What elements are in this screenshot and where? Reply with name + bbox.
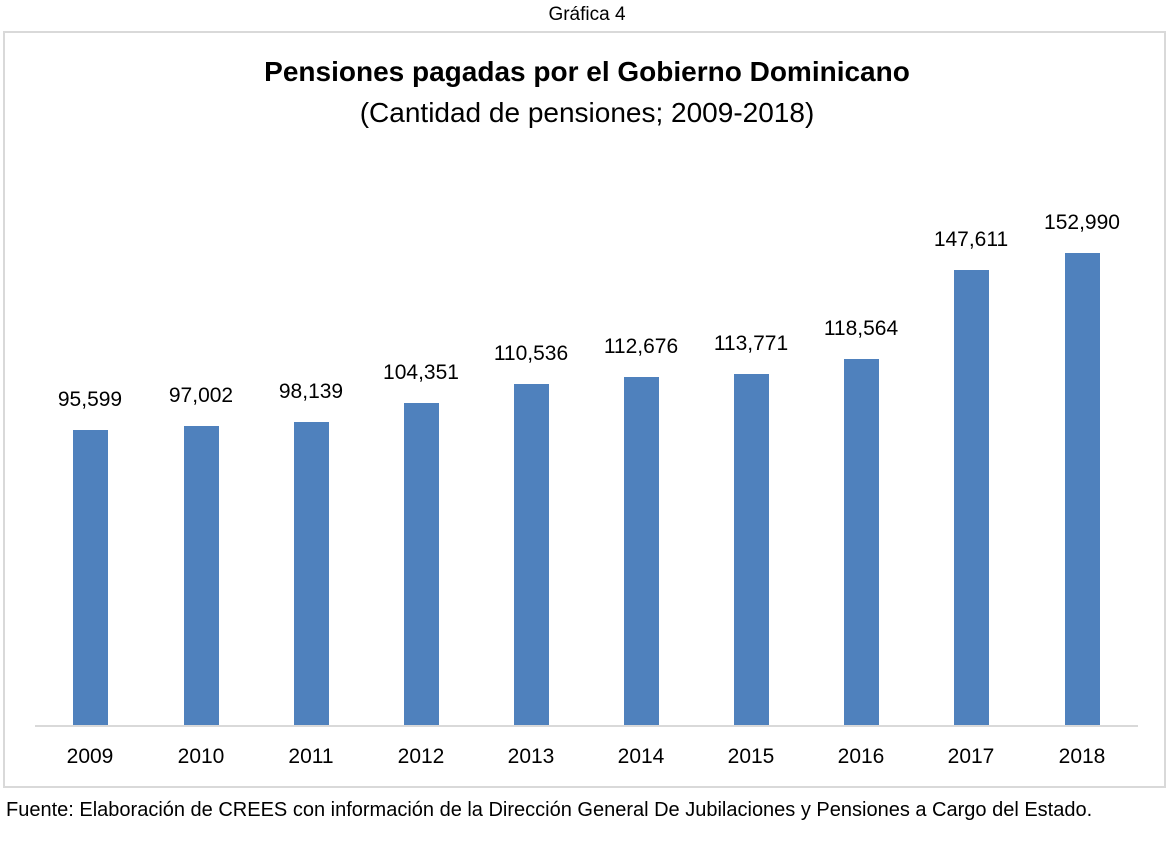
x-tick-label: 2011 (288, 745, 334, 768)
bar-2011 (294, 422, 329, 725)
value-label: 110,536 (493, 342, 569, 365)
value-label: 104,351 (383, 361, 459, 384)
source-note: Fuente: Elaboración de CREES con informa… (6, 799, 1093, 821)
x-tick-label: 2013 (507, 745, 555, 768)
bar-2017 (954, 270, 989, 725)
value-label: 118,564 (823, 317, 899, 340)
bar-2014 (624, 377, 659, 725)
chart-title: Pensiones pagadas por el Gobierno Domini… (264, 56, 910, 87)
x-tick-label: 2016 (837, 745, 885, 768)
chart-frame (3, 31, 1166, 788)
bar-2018 (1065, 253, 1100, 725)
x-axis-line (35, 725, 1138, 727)
x-tick-label: 2009 (66, 745, 114, 768)
x-tick-label: 2015 (727, 745, 775, 768)
bar-2013 (514, 384, 549, 725)
figure-caption: Gráfica 4 (548, 4, 626, 25)
value-label: 152,990 (1044, 211, 1120, 234)
x-tick-label: 2012 (397, 745, 445, 768)
value-label: 112,676 (603, 335, 679, 358)
chart-subtitle: (Cantidad de pensiones; 2009-2018) (359, 97, 815, 128)
bar-2015 (734, 374, 769, 725)
value-label: 95,599 (57, 388, 123, 411)
x-tick-label: 2017 (947, 745, 995, 768)
x-tick-label: 2018 (1058, 745, 1106, 768)
value-label: 113,771 (713, 332, 789, 355)
bar-2009 (73, 430, 108, 725)
value-label: 97,002 (168, 384, 234, 407)
bar-2012 (404, 403, 439, 725)
bar-2016 (844, 359, 879, 725)
x-tick-label: 2010 (177, 745, 225, 768)
x-tick-label: 2014 (617, 745, 665, 768)
value-label: 98,139 (278, 380, 344, 403)
value-label: 147,611 (933, 228, 1009, 251)
bar-2010 (184, 426, 219, 725)
